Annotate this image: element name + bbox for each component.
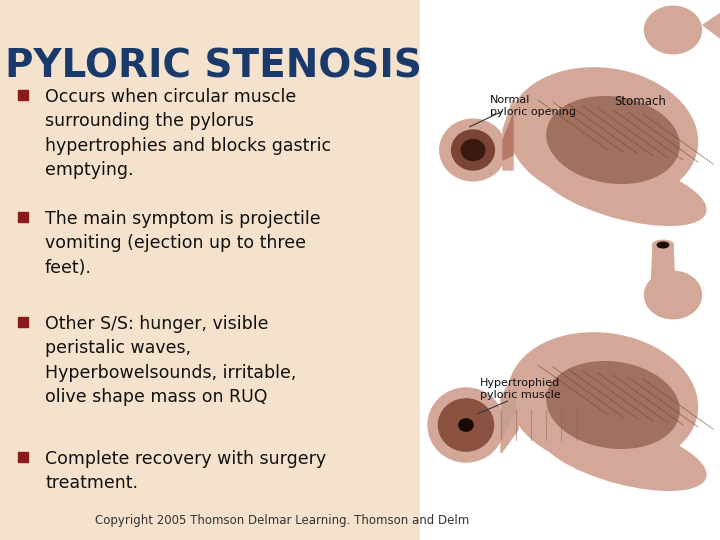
Bar bbox=[18, 212, 28, 222]
Text: Other S/S: hunger, visible
peristalic waves,
Hyperbowelsounds, irritable,
olive : Other S/S: hunger, visible peristalic wa… bbox=[45, 315, 297, 406]
Polygon shape bbox=[651, 245, 675, 295]
Text: Occurs when circular muscle
surrounding the pylorus
hypertrophies and blocks gas: Occurs when circular muscle surrounding … bbox=[45, 88, 331, 179]
Ellipse shape bbox=[451, 130, 495, 170]
Bar bbox=[18, 317, 28, 327]
Polygon shape bbox=[503, 100, 513, 170]
Text: Copyright 2005 Thomson Delmar Learning. Thomson and Delm: Copyright 2005 Thomson Delmar Learning. … bbox=[95, 514, 469, 527]
Ellipse shape bbox=[657, 242, 669, 248]
Ellipse shape bbox=[547, 97, 679, 184]
Ellipse shape bbox=[540, 420, 706, 490]
Ellipse shape bbox=[508, 68, 698, 202]
Text: Complete recovery with surgery
treatment.: Complete recovery with surgery treatment… bbox=[45, 450, 326, 492]
Bar bbox=[420, 0, 720, 540]
Bar bbox=[0, 0, 420, 540]
Text: PYLORIC STENOSIS: PYLORIC STENOSIS bbox=[5, 48, 422, 86]
Ellipse shape bbox=[644, 6, 701, 54]
Text: The main symptom is projectile
vomiting (ejection up to three
feet).: The main symptom is projectile vomiting … bbox=[45, 210, 320, 276]
Polygon shape bbox=[503, 115, 513, 160]
Bar bbox=[18, 90, 28, 100]
Polygon shape bbox=[703, 5, 720, 40]
Text: Normal
pyloric opening: Normal pyloric opening bbox=[490, 95, 576, 117]
Ellipse shape bbox=[438, 399, 493, 451]
Text: Hypertrophied
pyloric muscle: Hypertrophied pyloric muscle bbox=[480, 378, 561, 400]
Polygon shape bbox=[501, 370, 518, 453]
Bar bbox=[18, 452, 28, 462]
Ellipse shape bbox=[428, 388, 504, 462]
Polygon shape bbox=[501, 388, 515, 440]
Ellipse shape bbox=[508, 333, 698, 467]
Ellipse shape bbox=[652, 240, 673, 249]
Ellipse shape bbox=[440, 119, 506, 181]
Text: Stomach: Stomach bbox=[614, 95, 666, 108]
Ellipse shape bbox=[644, 271, 701, 319]
Ellipse shape bbox=[461, 139, 485, 160]
Ellipse shape bbox=[540, 154, 706, 225]
Ellipse shape bbox=[459, 419, 473, 431]
Ellipse shape bbox=[547, 362, 679, 448]
